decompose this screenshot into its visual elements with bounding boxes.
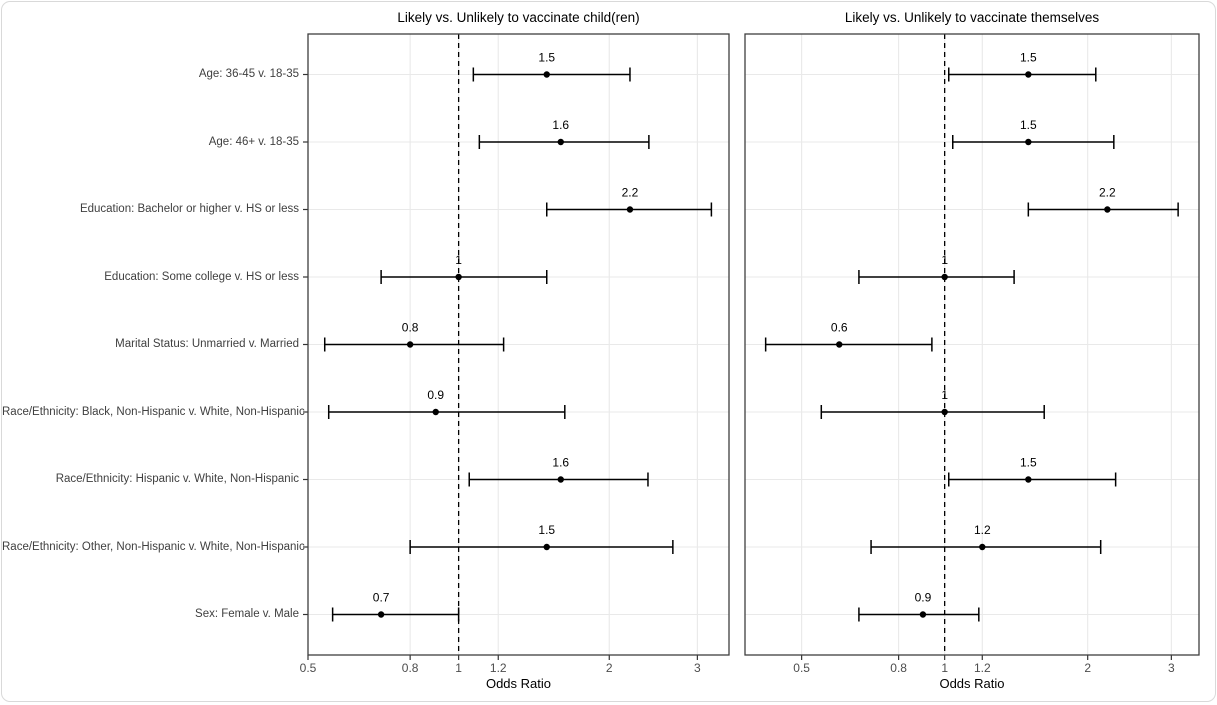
or-value-label: 1 xyxy=(941,253,948,267)
x-tick-label: 0.5 xyxy=(793,661,810,675)
x-tick-label: 0.5 xyxy=(300,661,317,675)
or-value-label: 1.6 xyxy=(552,118,569,132)
or-value-label: 1.5 xyxy=(538,51,555,65)
x-tick-label: 1 xyxy=(941,661,948,675)
or-point xyxy=(1025,71,1032,78)
or-value-label: 0.7 xyxy=(373,591,390,605)
x-tick-label: 0.8 xyxy=(402,661,419,675)
or-point xyxy=(1104,206,1111,213)
or-point xyxy=(377,611,385,618)
or-value-label: 1.2 xyxy=(974,523,991,537)
x-tick-label: 1 xyxy=(455,661,462,675)
or-point xyxy=(557,476,564,483)
or-value-label: 0.9 xyxy=(915,591,932,605)
x-axis-title-children: Odds Ratio xyxy=(485,676,552,691)
or-point xyxy=(543,71,550,78)
or-point xyxy=(626,206,634,213)
or-value-label: 1.5 xyxy=(538,523,555,537)
or-value-label: 1.6 xyxy=(552,456,569,470)
or-value-label: 1.5 xyxy=(1020,51,1037,65)
x-tick-label: 3 xyxy=(694,661,701,675)
or-value-label: 1 xyxy=(941,388,948,402)
or-value-label: 2.2 xyxy=(622,186,639,200)
or-point xyxy=(1025,138,1032,146)
or-point xyxy=(941,273,948,281)
panel-title-children: Likely vs. Unlikely to vaccinate child(r… xyxy=(397,10,640,25)
category-label: Education: Some college v. HS or less xyxy=(104,270,299,283)
x-tick-label: 3 xyxy=(1168,661,1175,675)
panel-children-canvas: 0.5 0.8 1 1.2 2 3 1.5 1.6 2.2 1 0.8 0.9 1.6 1.5 0.7 xyxy=(300,33,730,675)
panel-title-themselves: Likely vs. Unlikely to vaccinate themsel… xyxy=(844,10,1100,25)
or-value-label: 1.5 xyxy=(1020,456,1037,470)
category-label: Race/Ethnicity: Other, Non-Hispanic v. W… xyxy=(2,540,305,553)
or-value-label: 2.2 xyxy=(1099,186,1116,200)
x-tick-label: 2 xyxy=(1084,661,1091,675)
or-value-label: 0.8 xyxy=(402,321,419,335)
category-label: Marital Status: Unmarried v. Married xyxy=(115,338,299,350)
or-point xyxy=(1025,476,1032,483)
category-label: Age: 46+ v. 18-35 xyxy=(208,135,299,148)
category-label: Sex: Female v. Male xyxy=(195,608,299,620)
or-point xyxy=(557,138,564,146)
or-point xyxy=(919,611,927,618)
or-point xyxy=(455,273,462,281)
or-value-label: 1 xyxy=(455,253,462,267)
x-tick-label: 0.8 xyxy=(890,661,907,675)
x-axis-title-themselves: Odds Ratio xyxy=(939,676,1005,691)
or-point xyxy=(836,341,843,348)
y-axis-labels: Age: 36-45 v. 18-35 Age: 46+ v. 18-35 Educ… xyxy=(2,2,305,705)
panel-border xyxy=(307,33,730,656)
or-point xyxy=(543,543,550,551)
or-point xyxy=(941,408,948,416)
category-label: Education: Bachelor or higher v. HS or l… xyxy=(79,203,299,215)
or-value-label: 0.9 xyxy=(427,388,444,402)
or-value-label: 1.5 xyxy=(1020,118,1037,132)
panel-themselves-canvas: 0.5 0.8 1 1.2 2 3 1.5 1.5 2.2 1 0.6 1 1.5 1.2 0.9 xyxy=(744,33,1200,675)
panel-border xyxy=(744,33,1200,656)
x-tick-label: 2 xyxy=(606,661,613,675)
x-tick-label: 1.2 xyxy=(490,661,507,675)
or-point xyxy=(979,543,986,551)
category-label: Age: 36-45 v. 18-35 xyxy=(198,68,299,80)
or-point xyxy=(406,341,414,348)
category-label: Race/Ethnicity: Black, Non-Hispanic v. W… xyxy=(2,405,305,418)
or-point xyxy=(432,408,439,416)
x-tick-label: 1.2 xyxy=(974,661,991,675)
or-value-label: 0.6 xyxy=(831,321,848,335)
category-label: Race/Ethnicity: Hispanic v. White, Non-H… xyxy=(55,473,299,485)
